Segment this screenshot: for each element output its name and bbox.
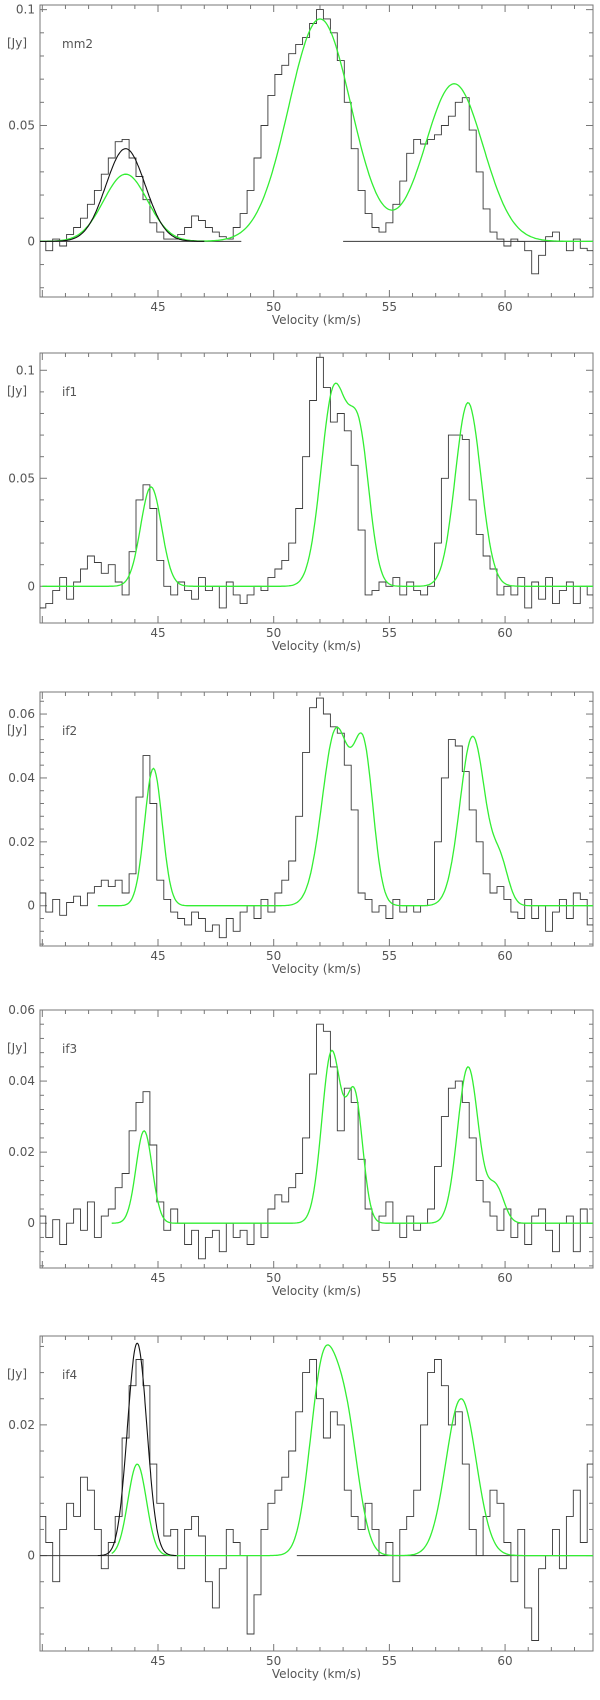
y-tick-label: 0 bbox=[27, 579, 35, 593]
observed-spectrum bbox=[40, 9, 593, 275]
x-axis-label: Velocity (km/s) bbox=[272, 962, 361, 976]
plot-frame bbox=[39, 691, 594, 947]
x-tick-label: 60 bbox=[497, 949, 512, 963]
x-tick-label: 50 bbox=[266, 626, 281, 640]
unit-label: [Jy] bbox=[7, 1367, 27, 1381]
panel-label: mm2 bbox=[62, 37, 93, 51]
x-tick-label: 60 bbox=[497, 300, 512, 314]
panel-if1: 45 50 55 60 0 0.05 0.1 Velocity (km/s) [Jy] if1 bbox=[7, 352, 594, 653]
x-tick-label: 60 bbox=[497, 1271, 512, 1285]
x-tick-label: 50 bbox=[266, 1271, 281, 1285]
y-tick-label: 0 bbox=[27, 234, 35, 248]
observed-spectrum bbox=[40, 1023, 593, 1260]
plot-frame bbox=[39, 352, 594, 624]
y-tick-label: 0 bbox=[27, 1549, 35, 1563]
x-axis-label: Velocity (km/s) bbox=[272, 1284, 361, 1298]
x-tick-label: 45 bbox=[150, 1654, 165, 1668]
x-tick-label: 50 bbox=[266, 949, 281, 963]
x-tick-label: 50 bbox=[266, 1654, 281, 1668]
plot-frame bbox=[39, 4, 594, 298]
y-tick-label: 0.02 bbox=[8, 1145, 35, 1159]
observed-spectrum bbox=[40, 697, 593, 939]
x-tick-label: 55 bbox=[382, 300, 397, 314]
gaussian-fit bbox=[97, 726, 593, 907]
x-axis-label: Velocity (km/s) bbox=[272, 639, 361, 653]
gaussian-fit bbox=[111, 1344, 593, 1557]
panel-label: if3 bbox=[62, 1042, 77, 1056]
y-tick-label: 0.02 bbox=[8, 1418, 35, 1432]
panel-label: if2 bbox=[62, 724, 77, 738]
gaussian-fit bbox=[111, 1049, 593, 1224]
y-tick-label: 0 bbox=[27, 1216, 35, 1230]
y-tick-label: 0.1 bbox=[16, 363, 35, 377]
y-tick-label: 0.04 bbox=[8, 771, 35, 785]
plot-frame bbox=[39, 1009, 594, 1269]
panel-label: if1 bbox=[62, 385, 77, 399]
x-tick-label: 45 bbox=[150, 1271, 165, 1285]
dark-fit bbox=[40, 148, 205, 242]
panel-if2: 45 50 55 60 0 0.02 0.04 0.06 Velocity (km/s) [Jy]… bbox=[7, 691, 594, 976]
panel-if3: 45 50 55 60 0 0.02 0.04 0.06 Velocity (km/s) [Jy]… bbox=[7, 1003, 594, 1298]
x-tick-label: 45 bbox=[150, 300, 165, 314]
y-tick-label: 0 bbox=[27, 899, 35, 913]
x-tick-label: 60 bbox=[497, 626, 512, 640]
x-tick-label: 45 bbox=[150, 949, 165, 963]
dark-fit bbox=[97, 1342, 177, 1557]
x-tick-label: 45 bbox=[150, 626, 165, 640]
x-axis-label: Velocity (km/s) bbox=[272, 313, 361, 327]
x-tick-label: 55 bbox=[382, 1654, 397, 1668]
y-tick-label: 0.06 bbox=[8, 1003, 35, 1017]
panel-mm2: 45 50 55 60 0 0.05 0.1 Velocity (km/s) [Jy] mm2 bbox=[7, 3, 594, 327]
unit-label: [Jy] bbox=[7, 1041, 27, 1055]
gaussian-fit bbox=[42, 382, 593, 587]
panel-if4: 45 50 55 60 0 0.02 Velocity (km/s) [Jy] if4 bbox=[7, 1335, 594, 1681]
observed-spectrum bbox=[40, 356, 593, 609]
y-tick-label: 0.1 bbox=[16, 3, 35, 17]
y-tick-label: 0.05 bbox=[8, 119, 35, 133]
y-tick-label: 0.02 bbox=[8, 835, 35, 849]
x-axis-label: Velocity (km/s) bbox=[272, 1667, 361, 1681]
x-tick-label: 55 bbox=[382, 949, 397, 963]
unit-label: [Jy] bbox=[7, 36, 27, 50]
unit-label: [Jy] bbox=[7, 384, 27, 398]
plot-frame bbox=[39, 1335, 594, 1652]
y-tick-label: 0.05 bbox=[8, 471, 35, 485]
x-tick-label: 50 bbox=[266, 300, 281, 314]
x-tick-label: 60 bbox=[497, 1654, 512, 1668]
x-tick-label: 55 bbox=[382, 1271, 397, 1285]
x-tick-label: 55 bbox=[382, 626, 397, 640]
gaussian-fit bbox=[40, 18, 593, 243]
unit-label: [Jy] bbox=[7, 723, 27, 737]
y-tick-label: 0.04 bbox=[8, 1074, 35, 1088]
panel-label: if4 bbox=[62, 1368, 77, 1382]
y-tick-label: 0.06 bbox=[8, 707, 35, 721]
observed-spectrum bbox=[40, 1359, 593, 1641]
